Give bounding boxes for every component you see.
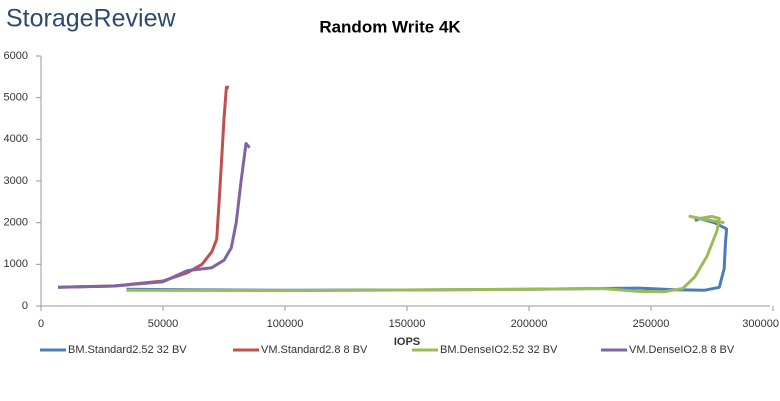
- y-tick-label: 3000: [4, 175, 28, 187]
- x-axis-label: IOPS: [394, 336, 420, 348]
- y-tick-label: 2000: [4, 217, 28, 229]
- x-tick-label: 300000: [742, 318, 779, 330]
- y-tick-label: 0: [22, 300, 28, 312]
- legend-label: BM.DenseIO2.52 32 BV: [440, 344, 558, 356]
- y-tick-label: 4000: [4, 133, 28, 145]
- y-tick-label: 5000: [4, 92, 28, 104]
- y-tick-label: 1000: [4, 258, 28, 270]
- legend-label: VM.DenseIO2.8 8 BV: [629, 344, 735, 356]
- series-line: [126, 214, 725, 294]
- series-line: [58, 142, 251, 289]
- x-tick-label: 100000: [267, 318, 304, 330]
- x-tick-label: 250000: [633, 318, 670, 330]
- chart-title: Random Write 4K: [319, 17, 461, 36]
- x-tick-label: 150000: [389, 318, 426, 330]
- legend-label: VM.Standard2.8 8 BV: [261, 344, 368, 356]
- legend-label: BM.Standard2.52 32 BV: [68, 344, 187, 356]
- series-line: [58, 85, 229, 289]
- x-tick-label: 200000: [511, 318, 548, 330]
- logo: StorageReview: [6, 5, 176, 33]
- x-tick-label: 0: [38, 318, 44, 330]
- y-tick-label: 6000: [4, 50, 28, 62]
- x-tick-label: 50000: [148, 318, 179, 330]
